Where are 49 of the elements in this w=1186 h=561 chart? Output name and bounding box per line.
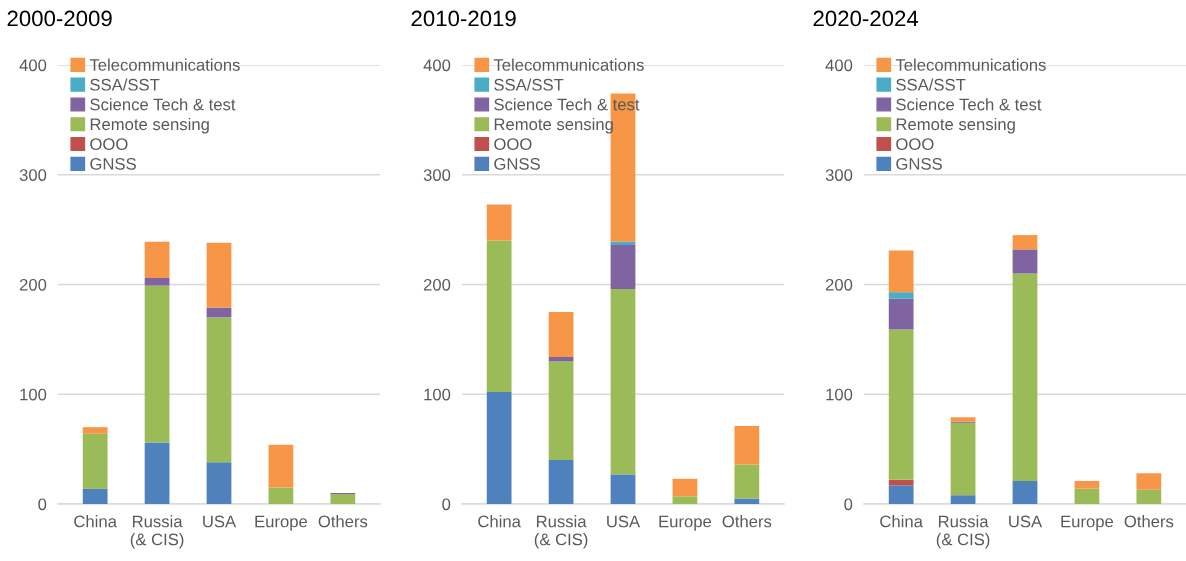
x-tick-label: Others — [1124, 515, 1174, 528]
y-tick-label: 100 — [20, 388, 47, 401]
legend-label: OOO — [494, 138, 532, 150]
y-tick-label: 300 — [825, 169, 853, 181]
legend-label: SSA/SST — [90, 78, 160, 91]
legend-label: OOO — [896, 138, 934, 150]
legend-label: Telecommunications — [89, 58, 240, 71]
legend-label: Remote sensing — [896, 117, 1015, 134]
x-tick-label: China — [74, 515, 117, 528]
y-tick-label: 300 — [19, 169, 47, 181]
y-tick-label: 400 — [423, 59, 451, 72]
x-tick-label: Russia (& CIS) — [534, 515, 588, 549]
y-tick-label: 200 — [423, 278, 451, 291]
y-tick-label: 400 — [825, 59, 853, 72]
y-tick-label: 300 — [423, 169, 451, 181]
legend-label: Telecommunications — [895, 58, 1046, 71]
x-tick-label: Others — [722, 515, 772, 528]
x-tick-label: USA — [203, 515, 237, 528]
legend-label: Remote sensing — [90, 117, 209, 134]
x-tick-label: USA — [1009, 515, 1043, 528]
legend-label: Telecommunications — [493, 58, 644, 71]
chart-title: 2020-2024 — [813, 10, 919, 27]
x-tick-label: USA — [607, 515, 641, 528]
y-tick-label: 0 — [442, 498, 451, 511]
y-tick-label: 400 — [19, 59, 47, 72]
y-tick-label: 100 — [826, 388, 853, 401]
x-tick-label: Russia (& CIS) — [130, 515, 184, 549]
x-tick-label: Europe — [659, 515, 712, 531]
legend-label: GNSS — [494, 157, 540, 170]
legend-label: GNSS — [90, 157, 136, 170]
x-tick-label: Others — [318, 515, 368, 528]
x-tick-label: China — [478, 515, 521, 528]
chart-title: 2000-2009 — [7, 10, 112, 27]
legend-label: Science Tech & test — [896, 98, 1042, 111]
y-tick-label: 100 — [424, 388, 451, 401]
legend-label: SSA/SST — [896, 78, 966, 91]
y-tick-label: 0 — [844, 498, 853, 511]
x-tick-label: China — [880, 515, 923, 528]
y-tick-label: 200 — [19, 278, 47, 291]
legend-label: GNSS — [896, 157, 942, 170]
legend-label: OOO — [90, 138, 128, 150]
x-tick-label: Europe — [255, 515, 308, 531]
legend-label: SSA/SST — [494, 78, 564, 91]
y-tick-label: 200 — [825, 278, 853, 291]
x-tick-label: Russia (& CIS) — [936, 515, 990, 549]
x-tick-label: Europe — [1061, 515, 1114, 531]
chart-title: 2010-2019 — [411, 10, 516, 27]
y-tick-label: 0 — [38, 498, 47, 511]
legend-label: Science Tech & test — [90, 98, 236, 111]
